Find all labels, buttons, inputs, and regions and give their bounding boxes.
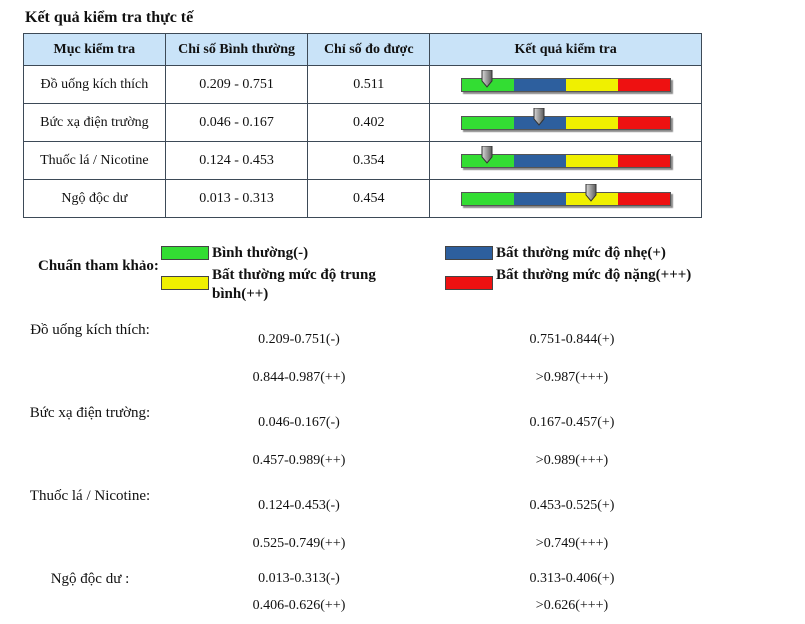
reference-range-severe: >0.989(+++) (535, 453, 609, 468)
legend-swatch-mild (445, 246, 493, 260)
reference-range-mild: 0.167-0.457(+) (529, 415, 615, 430)
reference-item-name: Bức xạ điện trường: (29, 405, 151, 421)
column-header-measured: Chỉ số đo được (307, 33, 431, 66)
column-header-result: Kết quả kiểm tra (429, 33, 702, 66)
table-row: Ngộ độc dư 0.013 - 0.313 0.454 (23, 179, 702, 218)
level-marker-icon (481, 69, 493, 88)
row-item-name: Bức xạ điện trường (23, 103, 166, 142)
row-item-name: Ngộ độc dư (23, 179, 166, 218)
reference-range-mild: 0.313-0.406(+) (529, 571, 615, 586)
legend-swatch-normal (161, 246, 209, 260)
column-header-normal: Chỉ số Bình thường (164, 33, 309, 66)
legend-label-normal: Bình thường(-) (212, 245, 309, 261)
reference-range-moderate: 0.525-0.749(++) (252, 536, 346, 551)
results-table: Mục kiểm tra Chỉ số Bình thường Chỉ số đ… (23, 33, 702, 218)
reference-range-moderate: 0.844-0.987(++) (252, 370, 346, 385)
row-normal-range: 0.124 - 0.453 (164, 141, 309, 180)
row-measured-value: 0.354 (307, 141, 431, 180)
result-level-bar (460, 145, 671, 168)
reference-range-severe: >0.749(+++) (535, 536, 609, 551)
level-marker-icon (585, 183, 597, 202)
bar-segment (513, 78, 566, 91)
row-measured-value: 0.402 (307, 103, 431, 142)
bar-segment (617, 192, 670, 205)
row-item-name: Thuốc lá / Nicotine (23, 141, 166, 180)
reference-range-mild: 0.751-0.844(+) (529, 332, 615, 347)
reference-range-moderate: 0.457-0.989(++) (252, 453, 346, 468)
bar-segment (617, 154, 670, 167)
legend-swatch-severe (445, 276, 493, 290)
row-result-bar-cell (429, 179, 702, 218)
bar-segment (461, 192, 514, 205)
reference-range-normal: 0.046-0.167(-) (258, 415, 340, 430)
reference-item-name: Ngộ độc dư : (50, 571, 130, 587)
reference-range-moderate: 0.406-0.626(++) (252, 598, 346, 613)
bar-segment (461, 116, 514, 129)
table-row: Thuốc lá / Nicotine 0.124 - 0.453 0.354 (23, 141, 702, 180)
bar-segment (565, 154, 618, 167)
result-level-bar (460, 183, 671, 206)
bar-segment (513, 154, 566, 167)
bar-segment (617, 116, 670, 129)
row-item-name: Đồ uống kích thích (23, 65, 166, 104)
level-marker-icon (533, 107, 545, 126)
result-level-bar (460, 107, 671, 130)
legend-label-moderate: Bất thường mức độ trung bình(++) (212, 267, 376, 302)
reference-range-mild: 0.453-0.525(+) (529, 498, 615, 513)
row-normal-range: 0.013 - 0.313 (164, 179, 309, 218)
row-normal-range: 0.046 - 0.167 (164, 103, 309, 142)
reference-item-name: Thuốc lá / Nicotine: (29, 488, 151, 504)
bar-segment (565, 78, 618, 91)
table-header-row: Mục kiểm tra Chỉ số Bình thường Chỉ số đ… (23, 33, 702, 66)
table-row: Bức xạ điện trường 0.046 - 0.167 0.402 (23, 103, 702, 142)
reference-range-severe: >0.626(+++) (535, 598, 609, 613)
level-marker-icon (481, 145, 493, 164)
bar-segment (617, 78, 670, 91)
row-normal-range: 0.209 - 0.751 (164, 65, 309, 104)
legend-label-severe: Bất thường mức độ nặng(+++) (496, 267, 692, 283)
reference-range-severe: >0.987(+++) (535, 370, 609, 385)
row-measured-value: 0.511 (307, 65, 431, 104)
page-title: Kết quả kiểm tra thực tế (25, 9, 194, 26)
bar-segment (513, 192, 566, 205)
row-result-bar-cell (429, 141, 702, 180)
reference-title: Chuẩn tham khảo: (38, 258, 159, 274)
row-measured-value: 0.454 (307, 179, 431, 218)
bar-segment (565, 116, 618, 129)
legend-label-mild: Bất thường mức độ nhẹ(+) (496, 245, 666, 261)
result-level-bar (460, 69, 671, 92)
table-row: Đồ uống kích thích 0.209 - 0.751 0.511 (23, 65, 702, 104)
row-result-bar-cell (429, 65, 702, 104)
legend-swatch-moderate (161, 276, 209, 290)
reference-range-normal: 0.209-0.751(-) (258, 332, 340, 347)
reference-range-normal: 0.124-0.453(-) (258, 498, 340, 513)
row-result-bar-cell (429, 103, 702, 142)
column-header-item: Mục kiểm tra (23, 33, 166, 66)
reference-range-normal: 0.013-0.313(-) (258, 571, 340, 586)
reference-item-name: Đồ uống kích thích: (30, 322, 150, 338)
